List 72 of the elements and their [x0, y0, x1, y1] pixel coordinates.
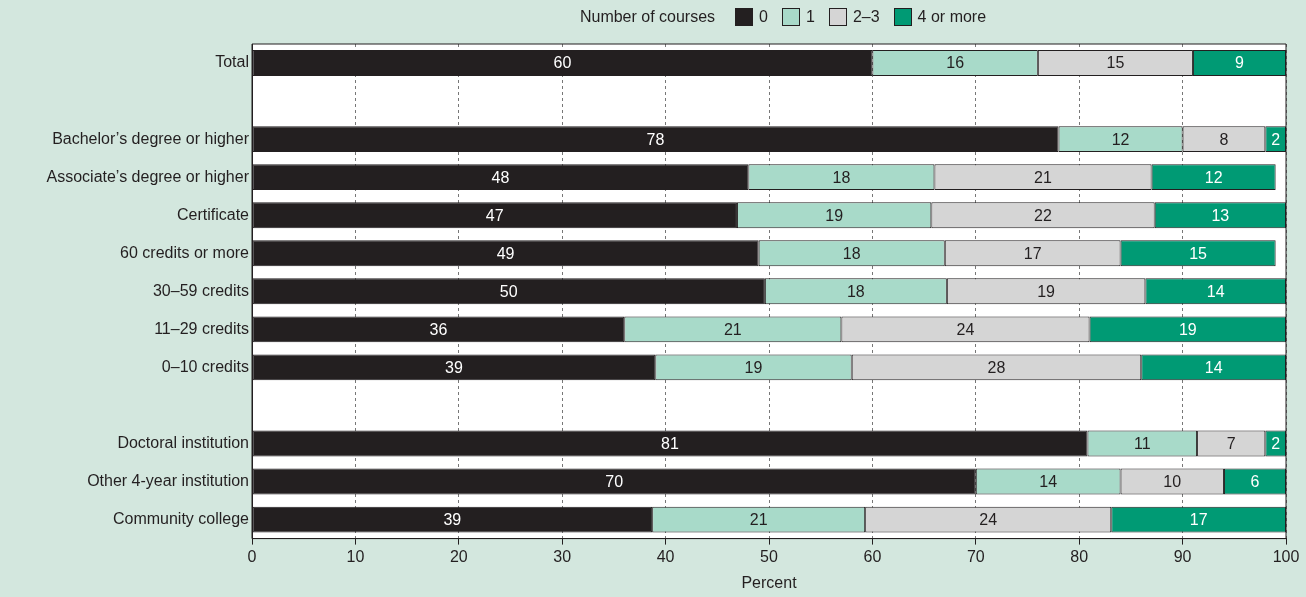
data-label: 2: [1271, 130, 1281, 148]
data-label: 19: [825, 206, 844, 224]
data-label: 18: [832, 168, 851, 186]
data-label: 19: [1037, 282, 1056, 300]
data-label: 2: [1271, 434, 1281, 452]
legend-label: 4 or more: [917, 8, 987, 26]
data-label: 12: [1111, 130, 1130, 148]
x-tick-label: 30: [553, 547, 572, 565]
data-label: 39: [444, 358, 463, 376]
data-label: 8: [1219, 130, 1229, 148]
y-tick-label: 11–29 credits: [154, 319, 249, 337]
x-tick-label: 20: [449, 547, 468, 565]
y-tick-label: 30–59 credits: [152, 281, 249, 299]
data-label: 24: [956, 320, 975, 338]
data-label: 14: [1206, 282, 1225, 300]
x-tick-label: 40: [656, 547, 675, 565]
data-label: 12: [1204, 168, 1223, 186]
y-tick-label: Certificate: [176, 205, 250, 223]
data-label: 15: [1189, 244, 1208, 262]
data-label: 21: [1034, 168, 1053, 186]
data-label: 10: [1163, 472, 1182, 490]
x-tick-label: 10: [346, 547, 365, 565]
legend-label: 1: [806, 8, 815, 26]
data-label: 36: [429, 320, 448, 338]
y-tick-label: Associate’s degree or higher: [46, 167, 250, 185]
data-label: 47: [485, 206, 504, 224]
data-label: 28: [987, 358, 1006, 376]
legend-title: Number of courses: [579, 8, 716, 26]
data-label: 60: [553, 54, 572, 72]
x-tick-label: 0: [247, 547, 257, 565]
data-label: 48: [491, 168, 510, 186]
data-label: 17: [1189, 510, 1208, 528]
legend-label: 2–3: [852, 8, 880, 26]
y-tick-label: Doctoral institution: [117, 433, 249, 451]
x-tick-label: 60: [863, 547, 882, 565]
data-label: 17: [1023, 244, 1042, 262]
data-label: 11: [1133, 434, 1151, 452]
data-label: 18: [842, 244, 861, 262]
data-label: 21: [749, 510, 768, 528]
data-label: 19: [1178, 320, 1197, 338]
data-label: 21: [723, 320, 742, 338]
data-label: 24: [979, 510, 998, 528]
x-tick-label: 90: [1173, 547, 1192, 565]
x-tick-label: 80: [1070, 547, 1089, 565]
data-label: 18: [846, 282, 865, 300]
data-label: 39: [443, 510, 462, 528]
y-tick-label: Bachelor’s degree or higher: [52, 129, 250, 147]
data-label: 81: [661, 434, 679, 452]
y-tick-label: Other 4-year institution: [87, 471, 249, 489]
data-label: 19: [744, 358, 763, 376]
data-label: 16: [946, 54, 965, 72]
data-label: 70: [605, 472, 624, 490]
data-label: 14: [1039, 472, 1058, 490]
x-axis-title: Percent: [741, 573, 798, 591]
y-tick-label: Total: [215, 53, 249, 71]
x-tick-label: 70: [966, 547, 985, 565]
y-tick-label: 60 credits or more: [120, 243, 250, 261]
data-label: 13: [1211, 206, 1230, 224]
x-tick-label: 50: [760, 547, 778, 565]
y-tick-label: Community college: [112, 509, 250, 527]
x-tick-label: 100: [1272, 547, 1300, 565]
legend-label: 0: [759, 8, 768, 26]
data-label: 22: [1034, 206, 1053, 224]
data-label: 9: [1235, 54, 1245, 72]
data-label: 6: [1250, 472, 1260, 490]
data-label: 49: [496, 244, 515, 262]
data-label: 7: [1226, 434, 1236, 452]
data-label: 50: [499, 282, 518, 300]
data-label: 15: [1106, 54, 1125, 72]
y-tick-label: 0–10 credits: [161, 357, 249, 375]
data-label: 78: [646, 130, 665, 148]
data-label: 14: [1204, 358, 1223, 376]
